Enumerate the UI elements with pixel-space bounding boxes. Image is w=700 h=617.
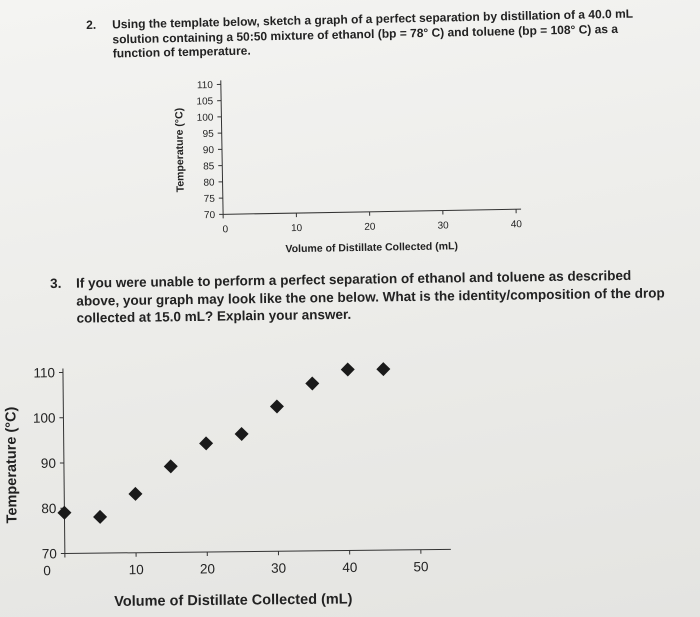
x-axis-line bbox=[64, 548, 451, 554]
y-tick-label: 80 bbox=[203, 177, 215, 188]
x-tick-label: 30 bbox=[271, 561, 286, 576]
data-point bbox=[199, 436, 214, 451]
data-point bbox=[376, 362, 391, 377]
y-tick-label: 110 bbox=[197, 80, 214, 91]
x-tick-label: 40 bbox=[511, 219, 523, 230]
x-tick-label: 10 bbox=[129, 562, 144, 577]
data-point bbox=[57, 505, 72, 520]
x-axis-line bbox=[223, 208, 522, 215]
y-tick-label: 75 bbox=[204, 194, 216, 205]
y-tick-label: 80 bbox=[41, 501, 56, 516]
chart-group: 70 80 90 100 110 0 10 20 30 40 50 Volume of Distill… bbox=[3, 362, 451, 610]
x-tick-label: 40 bbox=[342, 560, 357, 575]
x-tick-label: 0 bbox=[223, 224, 229, 235]
data-point bbox=[128, 486, 143, 501]
data-point bbox=[234, 426, 249, 441]
y-tick-label: 90 bbox=[41, 456, 56, 471]
data-point bbox=[93, 509, 108, 524]
data-point bbox=[305, 376, 320, 391]
y-tick-label: 70 bbox=[204, 210, 216, 221]
y-tick-label: 100 bbox=[197, 112, 214, 123]
x-axis-title: Volume of Distillate Collected (mL) bbox=[114, 591, 353, 609]
data-point bbox=[269, 399, 284, 414]
y-tick-label: 95 bbox=[202, 129, 214, 140]
y-axis-line bbox=[220, 80, 224, 215]
x-axis-title: Volume of Distillate Collected (mL) bbox=[285, 240, 458, 255]
y-tick-label: 110 bbox=[33, 365, 55, 380]
y-tick-label: 70 bbox=[42, 546, 57, 561]
chart-group: 70 75 80 85 90 95 100 105 110 0 10 20 30 40 Volume of … bbox=[173, 80, 523, 255]
data-point bbox=[340, 362, 355, 377]
x-tick-label: 30 bbox=[437, 220, 449, 231]
x-tick-label: 0 bbox=[43, 563, 51, 578]
y-tick-label: 90 bbox=[203, 145, 215, 156]
y-axis-title: Temperature (°C) bbox=[3, 406, 20, 523]
y-tick-label: 85 bbox=[203, 161, 215, 172]
x-tick-label: 20 bbox=[364, 222, 376, 233]
x-tick-label: 10 bbox=[291, 223, 303, 234]
x-tick-label: 20 bbox=[200, 561, 215, 576]
x-tick-label: 50 bbox=[413, 559, 428, 574]
data-point bbox=[163, 459, 178, 474]
y-tick-label: 100 bbox=[33, 411, 56, 426]
y-axis-line bbox=[62, 368, 66, 554]
y-axis-title: Temperature (°C) bbox=[173, 108, 186, 193]
y-tick-label: 105 bbox=[196, 96, 213, 107]
